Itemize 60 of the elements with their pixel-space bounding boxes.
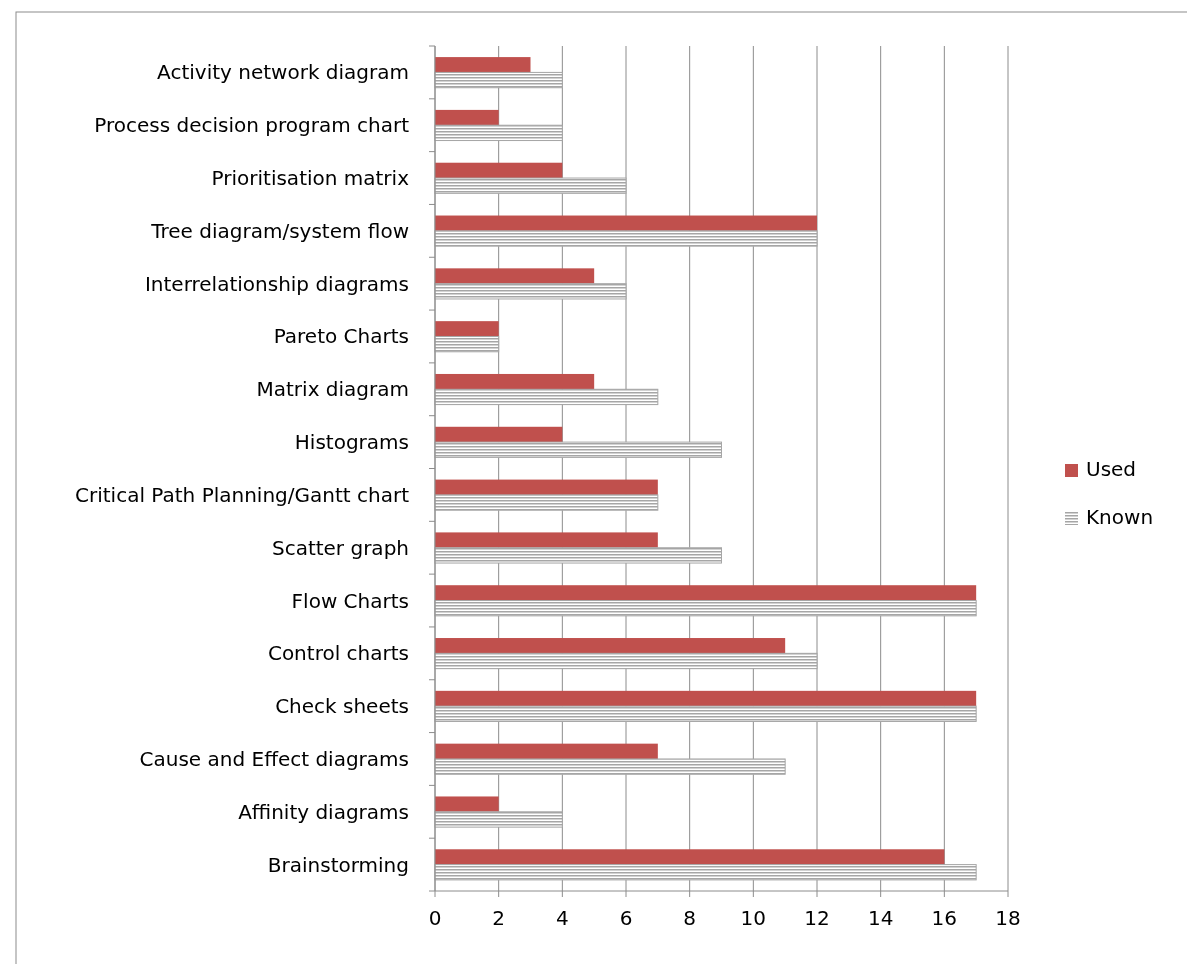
x-tick-label: 0 bbox=[428, 906, 442, 930]
bar bbox=[434, 600, 977, 617]
bar bbox=[435, 57, 531, 73]
bar bbox=[435, 162, 563, 179]
y-tick-label: Scatter graph bbox=[271, 535, 409, 560]
bar bbox=[435, 849, 945, 865]
y-tick-label: Affinity diagrams bbox=[238, 799, 409, 824]
bar bbox=[434, 177, 627, 194]
bar bbox=[435, 373, 595, 390]
bar bbox=[435, 479, 658, 495]
x-tick-label: 18 bbox=[995, 906, 1021, 930]
x-tick-label: 2 bbox=[492, 906, 506, 930]
bar bbox=[434, 388, 659, 406]
bar bbox=[435, 109, 499, 126]
y-tick-label: Flow Charts bbox=[291, 588, 409, 613]
x-tick-label: 4 bbox=[555, 906, 569, 930]
y-tick-label: Brainstorming bbox=[267, 852, 409, 877]
x-tick-label: 14 bbox=[867, 906, 894, 930]
x-tick-label: 10 bbox=[740, 906, 767, 930]
y-tick-label: Process decision program chart bbox=[94, 113, 410, 138]
bar bbox=[435, 743, 658, 759]
x-tick-label: 12 bbox=[804, 906, 830, 930]
bar bbox=[434, 811, 563, 828]
bar bbox=[435, 215, 817, 231]
y-tick-label: Check sheets bbox=[275, 694, 409, 719]
bar bbox=[435, 585, 977, 601]
bar bbox=[434, 705, 977, 722]
bar bbox=[435, 796, 499, 812]
y-tick-label: Histograms bbox=[294, 430, 409, 455]
y-tick-label: Activity network diagram bbox=[157, 60, 409, 85]
bar bbox=[434, 547, 722, 564]
y-tick-label: Pareto Charts bbox=[273, 324, 409, 349]
bar bbox=[435, 426, 563, 443]
bar bbox=[434, 441, 722, 458]
bar bbox=[434, 652, 818, 670]
bar bbox=[435, 638, 786, 654]
x-tick-label: 6 bbox=[619, 906, 633, 930]
y-tick-label: Critical Path Planning/Gantt chart bbox=[75, 482, 410, 507]
y-tick-label: Prioritisation matrix bbox=[211, 166, 410, 191]
bar bbox=[435, 268, 595, 284]
legend-label: Known bbox=[1086, 505, 1154, 529]
bar bbox=[435, 532, 658, 548]
bar bbox=[435, 690, 977, 707]
bar bbox=[434, 864, 977, 881]
y-tick-label: Tree diagram/system flow bbox=[150, 218, 409, 243]
legend-label: Used bbox=[1086, 457, 1137, 481]
bar bbox=[434, 758, 786, 775]
bar bbox=[434, 335, 500, 353]
y-tick-label: Cause and Effect diagrams bbox=[139, 746, 409, 771]
bar bbox=[434, 494, 659, 511]
y-tick-label: Interrelationship diagrams bbox=[144, 271, 409, 296]
y-tick-label: Matrix diagram bbox=[256, 377, 409, 402]
bar bbox=[434, 230, 818, 247]
y-tick-label: Control charts bbox=[267, 641, 409, 666]
bar bbox=[434, 71, 563, 89]
bar bbox=[435, 321, 499, 337]
x-tick-label: 16 bbox=[931, 906, 958, 930]
x-tick-label: 8 bbox=[683, 906, 697, 930]
bar bbox=[434, 283, 627, 300]
bar bbox=[434, 124, 563, 142]
